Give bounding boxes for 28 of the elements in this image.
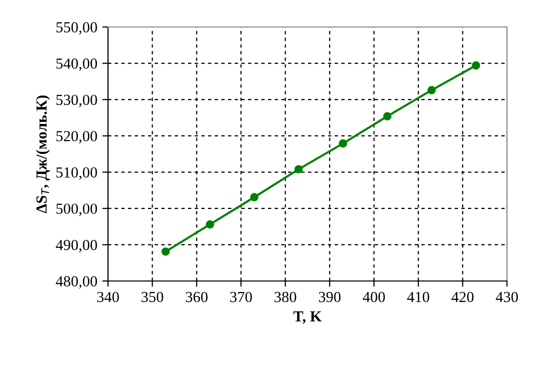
x-tick-label: 380 xyxy=(274,292,296,302)
x-tick-label: 350 xyxy=(142,292,164,302)
y-tick-label: 540,00 xyxy=(56,58,97,71)
point xyxy=(472,61,480,70)
x-tick-label: 410 xyxy=(407,292,430,302)
y-tick-label: 520,00 xyxy=(56,131,97,144)
x-tick-label: 340 xyxy=(97,292,119,302)
point xyxy=(294,165,303,174)
y-tick-label: 490,00 xyxy=(56,240,97,252)
y-tick-label: 510,00 xyxy=(56,167,97,180)
y-tick-label: 530,00 xyxy=(56,94,97,108)
point xyxy=(338,139,348,148)
x-tick-label: 420 xyxy=(452,292,474,302)
x-tick-label: 360 xyxy=(186,292,208,302)
y-tick-label: 500,00 xyxy=(56,204,97,216)
point xyxy=(250,193,258,202)
y-tick-label: 480,00 xyxy=(56,276,97,289)
y-axis-title: ΔS$_{T}$, Дж/(моль.К) xyxy=(36,96,50,214)
x-tick-label: 400 xyxy=(362,292,385,302)
x-tick-label: 370 xyxy=(230,292,252,302)
y-tick-label: 550,00 xyxy=(56,22,97,35)
point xyxy=(427,86,436,94)
x-tick-label: 390 xyxy=(318,292,341,302)
x-axis-title: T, K xyxy=(293,311,322,324)
point xyxy=(161,247,170,256)
x-tick-label: 430 xyxy=(496,292,518,302)
point xyxy=(206,220,214,229)
point xyxy=(383,112,392,120)
